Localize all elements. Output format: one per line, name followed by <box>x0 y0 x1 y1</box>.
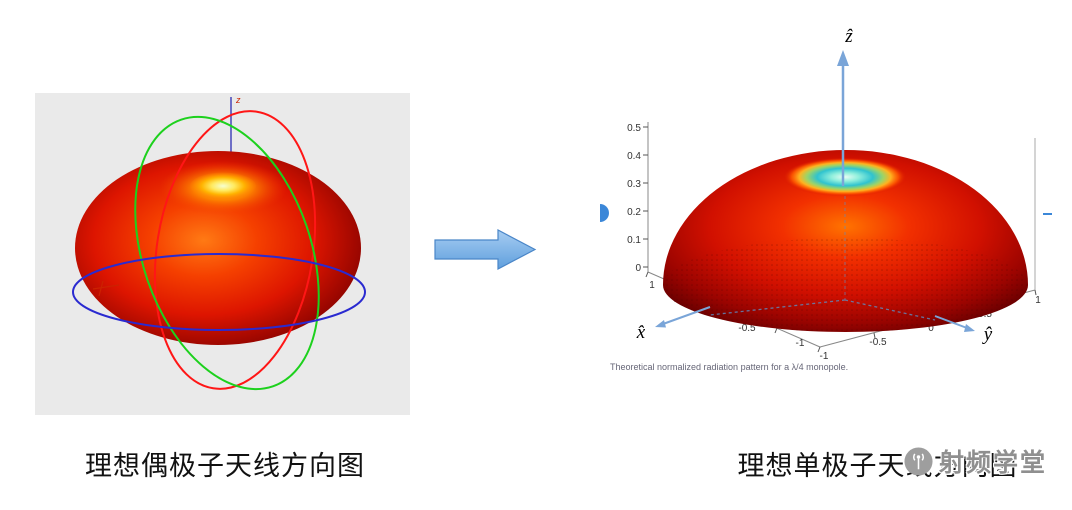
z-tick-label: 0.3 <box>627 179 641 190</box>
dipole-figure-panel: z <box>35 93 410 415</box>
tick <box>1034 289 1037 296</box>
dipole-torus <box>75 151 361 345</box>
z-axis-label: z <box>235 95 241 105</box>
antenna-icon <box>912 452 925 469</box>
z-tick-label: 0.4 <box>627 151 641 162</box>
y-tick-label: -1 <box>820 351 829 362</box>
y-tick-label: 1 <box>1035 295 1041 306</box>
dome-hole <box>783 157 907 197</box>
y-tick-label: 0 <box>928 323 934 334</box>
x-arrowhead <box>655 320 666 328</box>
y-axis-label: ŷ <box>982 324 993 345</box>
left-edge-marker <box>600 204 609 222</box>
right-caption-text: 理想单极子天线方向图 <box>737 451 1018 481</box>
left-caption: 理想偶极子天线方向图 <box>40 444 410 483</box>
torus-hole <box>190 172 256 200</box>
mini-axis-mark <box>92 284 120 290</box>
z-tick-label: 0.1 <box>627 235 641 246</box>
z-tick-label: 0 <box>635 263 641 274</box>
z-tick-labels: 0.5 0.4 0.3 0.2 0.1 0 <box>627 123 641 274</box>
transition-arrow <box>434 229 537 270</box>
z-tick-label: 0.5 <box>627 123 641 134</box>
right-arrow-shape <box>434 229 537 270</box>
watermark-text: 射频学堂 <box>939 450 1048 477</box>
watermark-logo-icon <box>904 446 933 476</box>
monopole-figure-panel: 0.5 0.4 0.3 0.2 0.1 0 1 0.5 0 -0.5 -1 <box>595 18 1072 390</box>
mini-axis-mark <box>98 280 104 297</box>
monopole-pattern-plot: 0.5 0.4 0.3 0.2 0.1 0 1 0.5 0 -0.5 -1 <box>600 26 1052 372</box>
z-axis-label: ẑ <box>844 26 853 47</box>
signal-arc-right <box>921 452 925 461</box>
base-axis-dashes <box>709 196 936 321</box>
orbit-blue <box>72 253 366 331</box>
signal-arc-left <box>912 452 916 461</box>
y-arrow-line <box>934 315 968 329</box>
z-tick-marks <box>643 126 648 268</box>
left-caption-text: 理想偶极子天线方向图 <box>85 451 365 481</box>
z-tick-label: 0.2 <box>627 207 641 218</box>
tick <box>817 346 821 353</box>
y-arrowhead <box>964 324 975 332</box>
x-axis-label: x̂ <box>636 322 646 343</box>
z-arrowhead <box>837 50 849 66</box>
x-axis-arrow <box>655 306 711 328</box>
y-tick-label: -0.5 <box>869 337 887 348</box>
z-axis-arrow <box>837 50 849 186</box>
dome-dot-texture <box>663 238 1027 332</box>
antenna-dot <box>916 454 921 459</box>
dipole-pattern-plot: z <box>72 95 366 391</box>
y-axis-arrow <box>934 315 975 332</box>
dashed-x-axis <box>709 299 846 316</box>
x-arrow-line <box>662 306 711 325</box>
tick <box>873 332 876 339</box>
watermark: 射频学堂 <box>903 443 1047 479</box>
x-tick-label: -0.5 <box>738 323 756 334</box>
mini-axis-marks <box>92 280 120 297</box>
tick <box>774 327 778 334</box>
plot-caption: Theoretical normalized radiation pattern… <box>610 362 848 372</box>
right-caption: 理想单极子天线方向图 <box>700 444 1055 483</box>
x-tick-label: -1 <box>796 338 805 349</box>
tick <box>645 271 649 278</box>
orbit-green <box>134 115 320 391</box>
x-tick-label: 1 <box>649 280 655 291</box>
